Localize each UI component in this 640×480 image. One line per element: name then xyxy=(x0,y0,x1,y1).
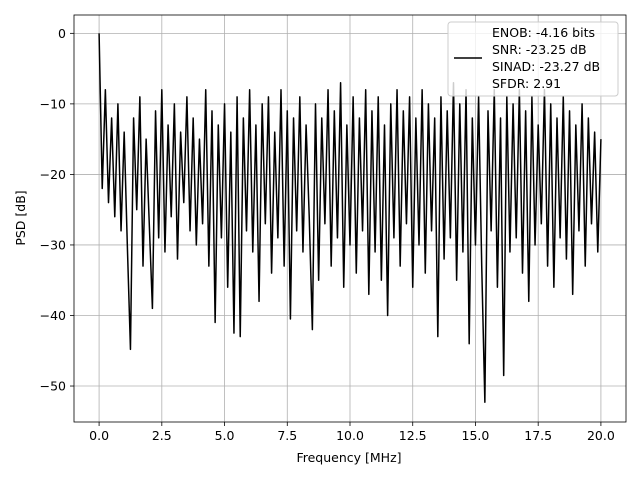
x-tick-label: 0.0 xyxy=(89,428,109,443)
x-tick-label: 10.0 xyxy=(336,428,364,443)
axes-frame xyxy=(73,14,627,423)
y-tick-label: −30 xyxy=(40,237,66,252)
x-tick-label: 15.0 xyxy=(462,428,490,443)
x-tick-label: 20.0 xyxy=(587,428,615,443)
legend-box xyxy=(447,21,619,97)
y-tick-label: −50 xyxy=(40,379,66,394)
x-tick-label: 2.5 xyxy=(152,428,172,443)
x-tick-label: 5.0 xyxy=(215,428,235,443)
x-tick-label: 12.5 xyxy=(399,428,427,443)
x-tick-label: 17.5 xyxy=(524,428,552,443)
x-tick-label: 7.5 xyxy=(277,428,297,443)
y-tick-label: −20 xyxy=(40,167,66,182)
y-tick-label: −40 xyxy=(40,308,66,323)
y-tick-label: −10 xyxy=(40,96,66,111)
x-axis-label: Frequency [MHz] xyxy=(296,450,401,465)
legend-label: ENOB: -4.16 bits SNR: -23.25 dB SINAD: -… xyxy=(492,25,601,91)
y-axis-label: PSD [dB] xyxy=(13,190,28,245)
data-line xyxy=(98,33,602,403)
y-tick-label: 0 xyxy=(58,26,66,41)
